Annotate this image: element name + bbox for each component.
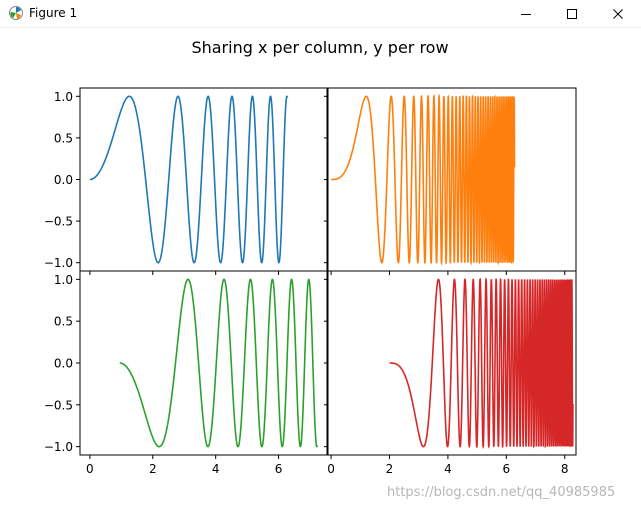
figure-canvas: Sharing x per column, y per row −1.0 −0.5…	[0, 28, 641, 511]
axes-frame-top-left	[79, 87, 328, 272]
xtick-label: 0	[327, 462, 335, 476]
ytick-label: 0.5	[54, 131, 73, 145]
xtick-label: 2	[149, 462, 157, 476]
ytick-label: 1.0	[54, 273, 73, 287]
ytick-label: −0.5	[44, 398, 73, 412]
subplot-bottom-right: 0 2 4 6 8	[324, 270, 577, 476]
figure-svg: Sharing x per column, y per row −1.0 −0.5…	[44, 38, 577, 476]
watermark-text: https://blog.csdn.net/qq_40985985	[387, 485, 616, 500]
xtick-label: 8	[561, 462, 569, 476]
series-line-bottom-right	[389, 277, 574, 450]
ytick-label: −0.5	[44, 215, 73, 229]
ytick-label: −1.0	[44, 256, 73, 270]
ytick-label: 0.5	[54, 315, 73, 329]
minimize-button[interactable]	[503, 0, 549, 27]
xtick-label: 4	[444, 462, 452, 476]
xtick-label: 0	[86, 462, 94, 476]
window-titlebar: Figure 1	[0, 0, 641, 28]
ytick-label: 1.0	[54, 90, 73, 104]
window-title: Figure 1	[29, 6, 78, 20]
series-line-bottom-left	[119, 278, 319, 448]
xtick-label: 6	[503, 462, 511, 476]
close-icon	[613, 8, 623, 19]
axes-layer: −1.0 −0.5 0.0 0.5 1.0 −1.0 −0.5 0.0 0.5 1.0 0 2 4 6 0 2…	[44, 87, 577, 476]
ytick-label: 0.0	[54, 357, 73, 371]
maximize-icon	[567, 8, 577, 19]
matplotlib-app-icon	[9, 6, 23, 20]
subplot-top-left: −1.0 −0.5 0.0 0.5 1.0	[44, 87, 328, 275]
ytick-label: −1.0	[44, 440, 73, 454]
close-button[interactable]	[595, 0, 641, 27]
xtick-label: 2	[386, 462, 394, 476]
xtick-label: 6	[275, 462, 283, 476]
subplot-top-right	[324, 87, 577, 275]
xtick-label: 4	[212, 462, 220, 476]
subplot-bottom-left: −1.0 −0.5 0.0 0.5 1.0 0 2 4 6	[44, 270, 328, 476]
figure-suptitle: Sharing x per column, y per row	[191, 38, 448, 57]
series-line-top-left	[89, 95, 289, 264]
series-line-top-right	[331, 93, 516, 266]
maximize-button[interactable]	[549, 0, 595, 27]
minimize-icon	[521, 13, 531, 15]
ytick-label: 0.0	[54, 173, 73, 187]
